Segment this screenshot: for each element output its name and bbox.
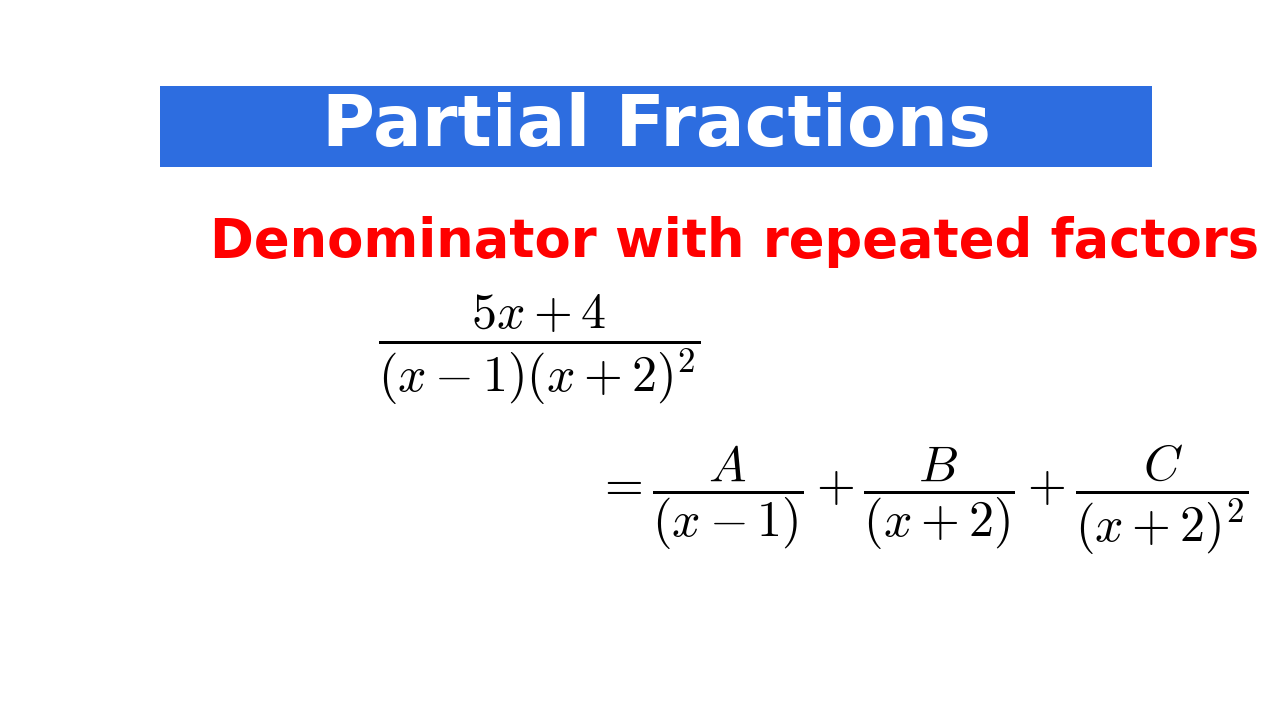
Text: Partial Fractions: Partial Fractions [321,92,991,161]
Bar [160,86,1152,167]
Text: $= \dfrac{A}{(x-1)} + \dfrac{B}{(x+2)} + \dfrac{C}{(x+2)^{2}}$: $= \dfrac{A}{(x-1)} + \dfrac{B}{(x+2)} +… [596,442,1249,557]
Text: $\dfrac{5x + 4}{(x-1)(x+2)^{2}}$: $\dfrac{5x + 4}{(x-1)(x+2)^{2}}$ [379,292,700,407]
Text: Denominator with repeated factors: Denominator with repeated factors [210,215,1258,268]
